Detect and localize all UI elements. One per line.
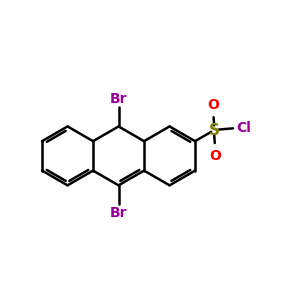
- Text: O: O: [209, 149, 221, 163]
- Text: Br: Br: [110, 206, 127, 220]
- Text: S: S: [209, 123, 220, 138]
- Text: Br: Br: [110, 92, 127, 106]
- Text: Cl: Cl: [237, 122, 251, 135]
- Text: O: O: [208, 98, 220, 112]
